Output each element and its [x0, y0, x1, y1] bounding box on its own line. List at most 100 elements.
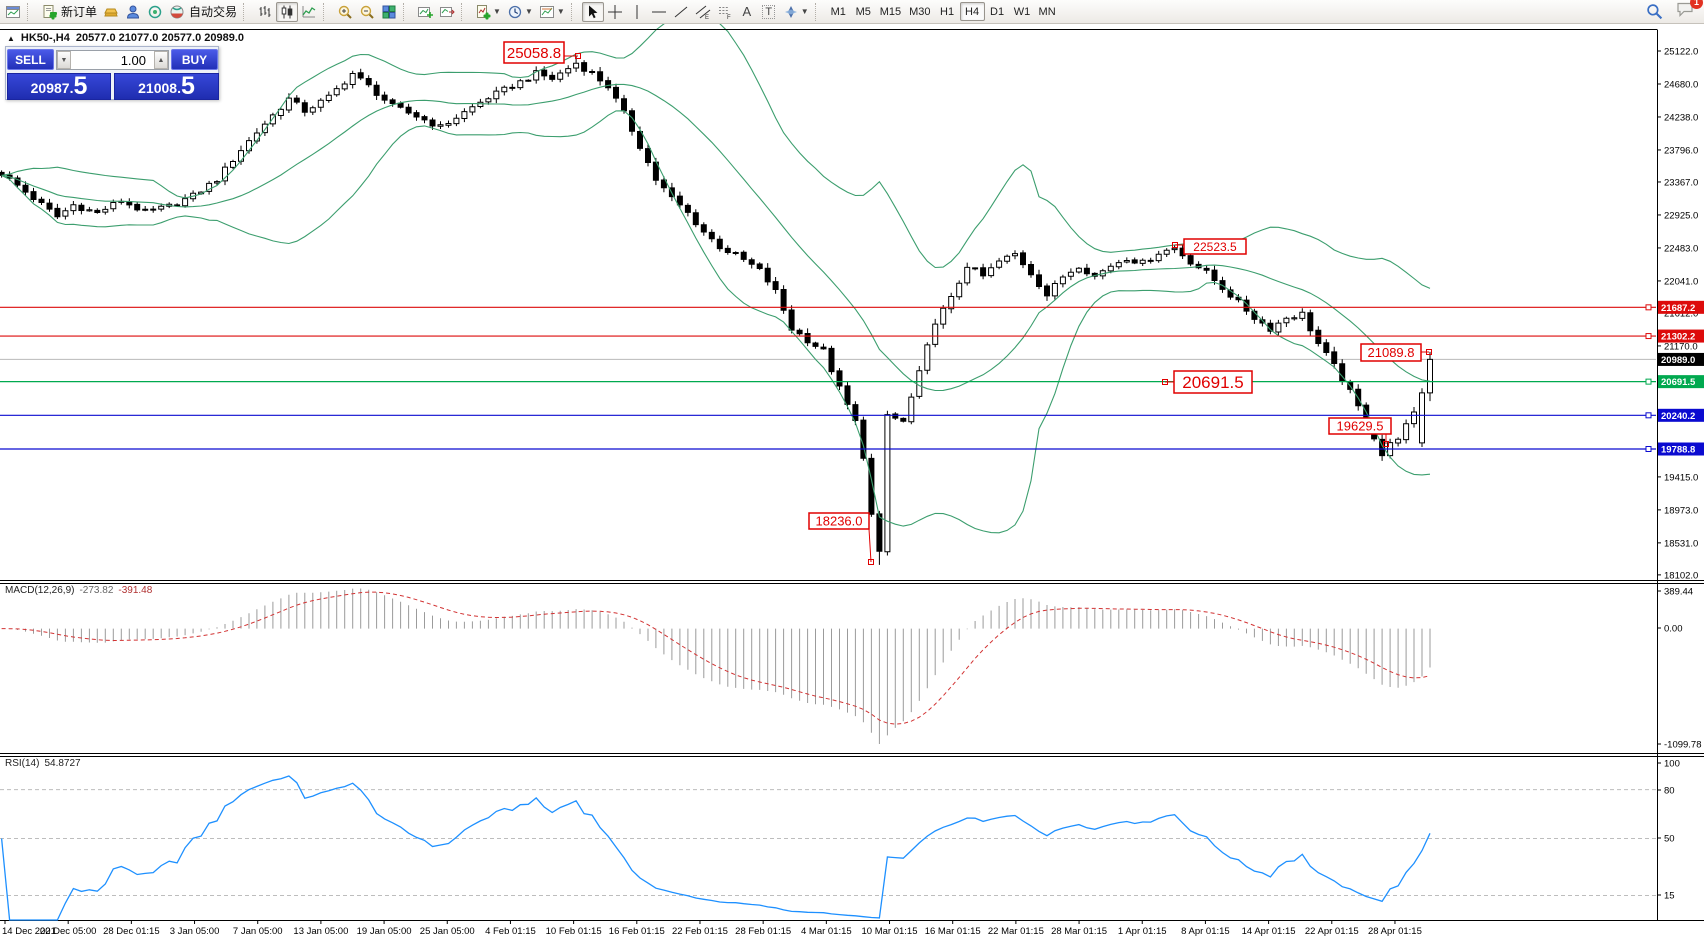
hline-handle: [1645, 378, 1652, 385]
templates-button[interactable]: ▼: [536, 2, 568, 22]
dropdown-caret-icon: ▼: [493, 7, 501, 16]
client-person-icon: [127, 5, 140, 18]
annotation-box: [808, 512, 870, 530]
time-axis-label: 4 Feb 01:15: [485, 926, 536, 937]
new-order-icon: [43, 4, 57, 19]
trendline-icon: [674, 6, 688, 17]
volume-down-button[interactable]: ▼: [57, 51, 71, 69]
cursor-icon: [588, 5, 598, 18]
annotation-box: [1173, 370, 1253, 394]
market-watch-button[interactable]: [100, 2, 122, 22]
line-chart-button[interactable]: [298, 2, 320, 22]
text-tool-button[interactable]: A: [736, 2, 758, 22]
price-tag: [1658, 375, 1704, 389]
dropdown-caret-icon: ▼: [556, 7, 565, 16]
price-axis-label: 19415.0: [1664, 472, 1698, 483]
chart-shift-button[interactable]: [436, 2, 458, 22]
channel-tool-button[interactable]: E: [692, 2, 714, 22]
volume-up-button[interactable]: ▲: [154, 51, 168, 69]
toolbar-separator: [570, 2, 578, 21]
notifications-button[interactable]: 1: [1676, 0, 1703, 23]
timeframe-m15-button[interactable]: M15: [879, 5, 902, 18]
bar-chart-button[interactable]: [254, 2, 276, 22]
new-order-label: 新订单: [61, 5, 98, 19]
rsi-line: [0, 775, 1431, 921]
indicators-button[interactable]: ▼: [472, 2, 504, 22]
timeframe-m5-button[interactable]: M5: [855, 5, 871, 18]
price-tag-text: 20989.0: [1661, 355, 1695, 366]
cursor-tool-button[interactable]: [581, 1, 604, 22]
volume-value[interactable]: 1.00: [120, 52, 146, 68]
shapes-icon: [784, 5, 797, 18]
fibonacci-tool-button[interactable]: F: [714, 2, 736, 22]
buy-button[interactable]: BUY: [171, 49, 218, 70]
annotation-anchor: [1172, 242, 1178, 248]
toolbar-separator: [243, 2, 250, 21]
hline-handle: [1645, 412, 1652, 419]
periods-button[interactable]: ▼: [504, 2, 536, 22]
timeframe-h1-button[interactable]: H1: [940, 5, 955, 18]
price-tag-text: 19788.8: [1661, 445, 1695, 456]
candlestick-chart-button[interactable]: [276, 1, 299, 22]
annotation-anchor: [1162, 379, 1168, 385]
time-axis-label: 28 Mar 01:15: [1051, 926, 1107, 937]
timeframe-mn-button[interactable]: MN: [1038, 5, 1056, 18]
timeframe-h4-button[interactable]: H4: [959, 2, 985, 21]
timeframe-m1-button[interactable]: M1: [830, 5, 846, 18]
new-chart-window-button[interactable]: [414, 2, 436, 22]
horizontal-line-icon: [651, 11, 666, 12]
buy-price-display[interactable]: 21008. 5: [114, 73, 219, 100]
template-icon: [539, 5, 554, 18]
timeframe-d1-button[interactable]: D1: [990, 5, 1005, 18]
symbol-ohlc-line: ▲ HK50-,H4 20577.0 21077.0 20577.0 20989…: [7, 32, 244, 44]
vertical-line-icon: [636, 4, 638, 19]
time-axis-label: 14 Dec 2021: [2, 926, 56, 937]
auto-trading-button[interactable]: 自动交易: [166, 2, 240, 22]
timeframe-m30-button[interactable]: M30: [909, 5, 931, 18]
macd-axis-label: 389.44: [1664, 587, 1693, 598]
time-axis-label: 1 Apr 01:15: [1118, 926, 1167, 937]
sell-price-display[interactable]: 20987. 5: [7, 73, 111, 100]
new-order-button[interactable]: 新订单: [38, 2, 100, 22]
time-axis-label: 8 Apr 01:15: [1181, 926, 1230, 937]
sell-price-main: 20987: [30, 80, 70, 96]
text-label-tool-button[interactable]: T: [758, 2, 780, 22]
charts-profile-button[interactable]: [2, 2, 24, 22]
search-button[interactable]: [1643, 2, 1666, 22]
annotation-box: [503, 41, 565, 64]
trendline-tool-button[interactable]: [670, 2, 692, 22]
time-axis-label: 25 Jan 05:00: [420, 926, 475, 937]
price-axis: 25122.0 24680.0 24238.0 23796.0 23367.0 22925…: [1657, 47, 1704, 581]
crosshair-icon: [607, 4, 622, 19]
macd-pane: 389.44 0.00 -1099.78: [1, 587, 1702, 751]
crosshair-tool-button[interactable]: [604, 2, 626, 22]
timeframe-w1-button[interactable]: W1: [1013, 5, 1031, 18]
price-axis-label: 24680.0: [1664, 79, 1698, 90]
time-axis-label: 7 Jan 05:00: [233, 926, 283, 937]
sell-button[interactable]: SELL: [7, 49, 54, 70]
price-annotations[interactable]: 25058.8 22523.5 21089.8 20691.5 19629.5 18236…: [503, 41, 1432, 565]
price-tag: [1658, 300, 1704, 314]
macd-axis-label: 0.00: [1664, 624, 1683, 635]
time-axis-label: 22 Mar 01:15: [988, 926, 1044, 937]
annotation-anchor: [575, 53, 581, 59]
time-axis-label: 3 Jan 05:00: [170, 926, 220, 937]
buy-price-pip: 5: [180, 71, 195, 100]
annotation-box: [1360, 343, 1422, 362]
signals-button[interactable]: [144, 2, 166, 22]
zoom-in-button[interactable]: [334, 2, 356, 22]
zoom-out-button[interactable]: [356, 2, 378, 22]
accounts-button[interactable]: [122, 2, 144, 22]
annotation-text: 20691.5: [1182, 373, 1243, 392]
vertical-line-tool-button[interactable]: [626, 2, 648, 22]
horizontal-level-lines[interactable]: [0, 304, 1656, 452]
arrows-tool-button[interactable]: ▼: [780, 2, 812, 22]
toolbar: 新订单 自动交易: [0, 0, 1704, 24]
annotation-text: 21089.8: [1368, 345, 1415, 360]
tile-windows-button[interactable]: [378, 2, 400, 22]
horizontal-line-tool-button[interactable]: [648, 2, 670, 22]
collapse-arrow-icon[interactable]: ▲: [7, 33, 15, 43]
chart-canvas[interactable]: 25058.8 22523.5 21089.8 20691.5 19629.5 18236…: [0, 13, 1704, 945]
rsi-axis-label: 80: [1664, 786, 1675, 797]
